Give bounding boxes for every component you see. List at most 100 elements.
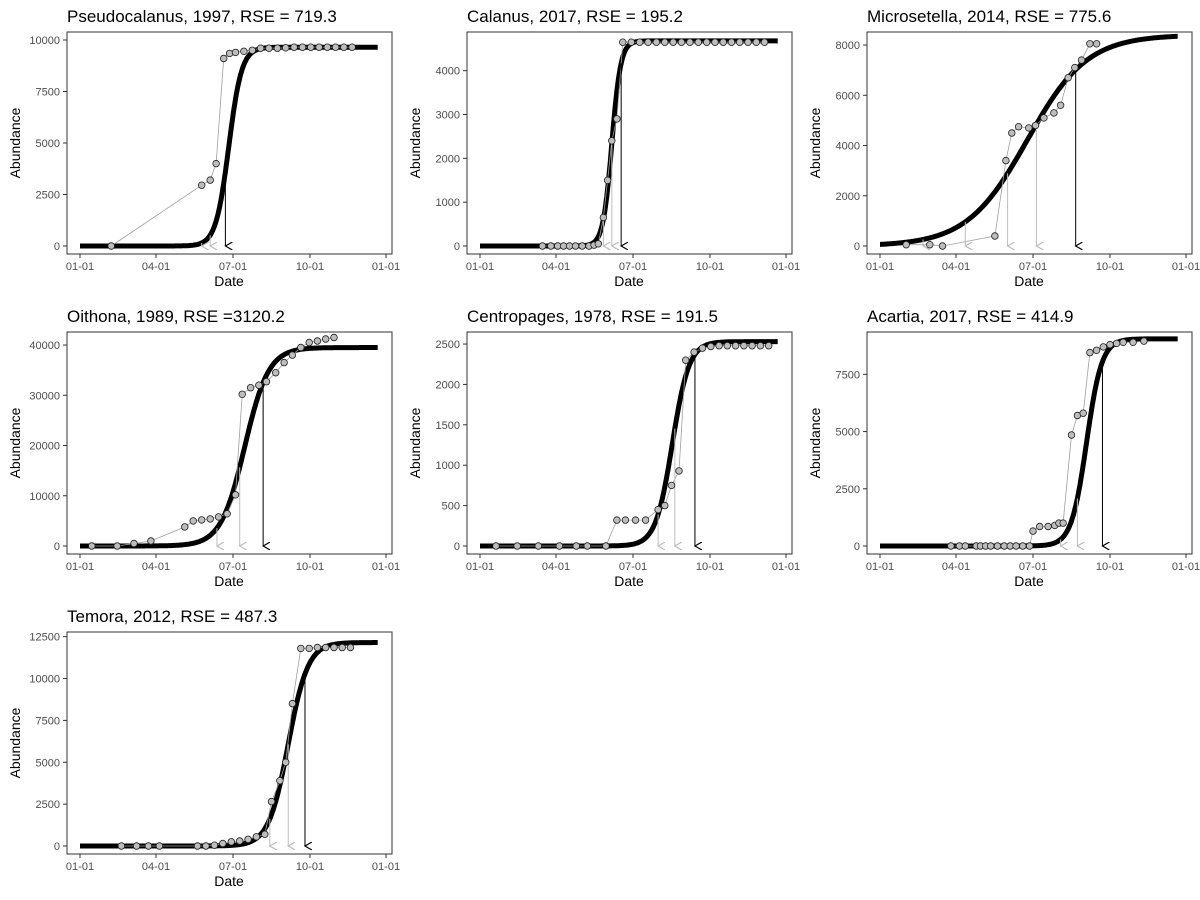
observed-point [690, 348, 698, 356]
observed-point [1086, 40, 1094, 48]
y-tick-label: 0 [454, 541, 460, 553]
observed-point [305, 644, 313, 653]
x-tick-label: 01-01 [66, 261, 94, 273]
chart-panel-6: Acartia, 2017, RSE = 414.9 0 2500 5000 7500 0… [807, 307, 1200, 589]
observed-point [290, 43, 298, 51]
observed-point [492, 542, 500, 550]
observed-point [991, 232, 999, 240]
observed-point [748, 342, 756, 350]
observed-point [130, 539, 138, 548]
x-axis-label: Date [614, 273, 644, 289]
x-tick-label: 07-01 [219, 861, 247, 873]
x-tick-label: 01-01 [772, 561, 800, 573]
y-tick-label: 0 [54, 241, 60, 253]
x-tick-label: 04-01 [142, 861, 170, 873]
observed-point [307, 43, 315, 51]
observed-point [608, 137, 616, 145]
observed-point [667, 481, 676, 490]
observed-point [534, 542, 542, 550]
chart-panel-3: Microsetella, 2014, RSE = 775.6 0 2000 4000… [807, 7, 1200, 289]
x-tick-label: 07-01 [1019, 261, 1047, 273]
y-tick-label: 0 [54, 841, 60, 853]
observed-point [513, 542, 521, 550]
chart-panel-1: Pseudocalanus, 1997, RSE = 719.3 0 2500 500… [7, 7, 400, 289]
y-tick-label: 2000 [836, 191, 860, 203]
observed-point [636, 38, 644, 46]
observed-point [147, 537, 155, 545]
observed-point [219, 54, 228, 63]
x-tick-label: 01-01 [466, 561, 494, 573]
y-tick-label: 7500 [36, 87, 60, 99]
observed-point [621, 516, 630, 524]
observed-point [694, 38, 702, 46]
x-tick-label: 04-01 [142, 261, 170, 273]
y-tick-label: 0 [454, 241, 460, 253]
observed-point [313, 643, 322, 652]
observed-point [1056, 101, 1065, 109]
y-tick-label: 20000 [29, 441, 60, 453]
x-tick-label: 10-01 [296, 861, 324, 873]
observed-point [723, 342, 731, 350]
y-tick-label: 0 [854, 241, 860, 253]
observed-point [1071, 63, 1079, 72]
y-tick-label: 1500 [436, 420, 460, 432]
observed-point [189, 517, 197, 525]
x-tick-label: 10-01 [1096, 561, 1124, 573]
y-tick-label: 12500 [29, 632, 60, 644]
x-tick-label: 01-01 [66, 561, 94, 573]
x-axis-label: Date [614, 573, 644, 589]
observed-point [686, 38, 694, 46]
y-tick-label: 2500 [436, 339, 460, 351]
observed-point [193, 842, 202, 850]
y-tick-label: 0 [54, 541, 60, 553]
observed-point [947, 542, 955, 550]
x-tick-label: 04-01 [942, 561, 970, 573]
chart-title: Pseudocalanus, 1997, RSE = 719.3 [67, 7, 337, 26]
observed-point [144, 842, 153, 850]
y-tick-label: 1000 [436, 197, 460, 209]
observed-point [1086, 348, 1094, 357]
y-axis-label: Abundance [7, 707, 23, 778]
observed-point [654, 505, 662, 514]
observed-point [298, 43, 307, 51]
observed-point [280, 358, 288, 367]
observed-point [276, 777, 284, 785]
observed-point [288, 351, 297, 359]
y-tick-label: 6000 [836, 90, 860, 102]
observed-point [197, 516, 206, 524]
observed-point [132, 842, 141, 850]
observed-point [627, 38, 635, 46]
observed-point [1099, 343, 1107, 351]
observed-point [107, 242, 115, 250]
observed-point [214, 513, 223, 521]
observed-point [641, 516, 650, 524]
observed-point [661, 38, 669, 46]
observed-point [682, 356, 690, 364]
x-tick-label: 01-01 [1172, 261, 1200, 273]
chart-panel-4: Oithona, 1989, RSE =3120.2 0 10000 20000 300… [7, 307, 400, 589]
observed-point [1119, 338, 1127, 346]
observed-point [315, 43, 323, 51]
chart-title: Temora, 2012, RSE = 487.3 [67, 607, 277, 626]
y-tick-label: 4000 [436, 66, 460, 78]
y-tick-label: 500 [442, 501, 460, 513]
chart-panel-7: Temora, 2012, RSE = 487.3 0 2500 5000 7500 10… [7, 607, 400, 889]
observed-point [330, 333, 338, 342]
observed-point [206, 515, 214, 523]
observed-point [1035, 522, 1044, 531]
observed-point [756, 342, 765, 350]
observed-point [1040, 114, 1048, 122]
observed-point [571, 242, 580, 250]
observed-point [223, 510, 231, 518]
observed-point [330, 643, 338, 652]
observed-point [619, 38, 627, 46]
observed-point [760, 38, 769, 46]
observed-point [197, 181, 206, 189]
observed-point [715, 342, 723, 350]
chart-title: Centropages, 1978, RSE = 191.5 [467, 307, 718, 326]
observed-point [547, 242, 555, 250]
observed-point [1044, 522, 1052, 531]
observed-point [594, 240, 602, 248]
observed-point [1092, 40, 1101, 48]
observed-point [255, 381, 263, 389]
